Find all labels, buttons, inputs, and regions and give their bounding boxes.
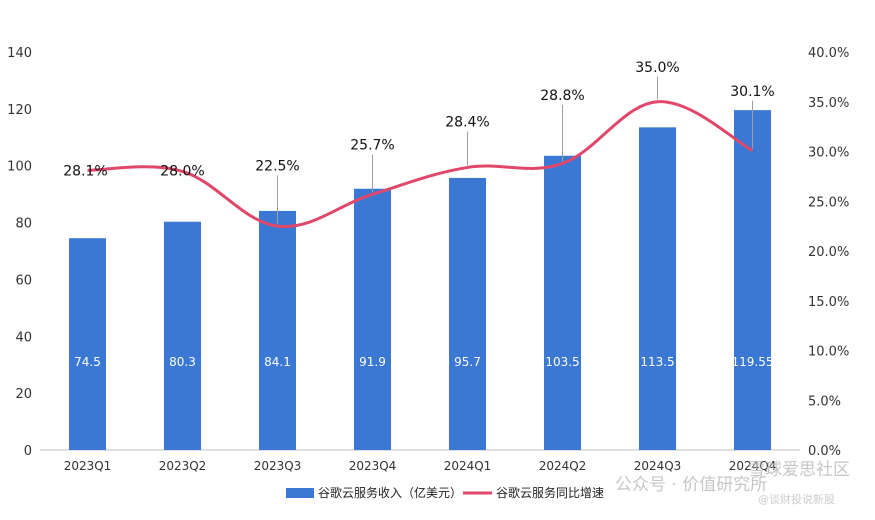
left-tick-label: 80 — [15, 217, 32, 232]
right-tick-label: 40.0% — [808, 46, 849, 61]
left-tick-label: 40 — [15, 330, 32, 345]
growth-value-label: 28.0% — [160, 163, 204, 179]
right-tick-label: 20.0% — [808, 245, 849, 260]
left-tick-label: 120 — [7, 103, 32, 118]
growth-value-label: 35.0% — [635, 60, 679, 76]
right-tick-label: 0.0% — [808, 444, 841, 459]
bar-value-labels: 74.5 80.3 84.1 91.9 95.7 103.5 113.5 119.55 — [74, 355, 773, 369]
growth-value-label: 28.1% — [63, 163, 107, 179]
bar — [354, 188, 391, 450]
bar-value-label: 91.9 — [359, 355, 386, 369]
right-tick-label: 10.0% — [808, 345, 849, 360]
label-leader-lines — [277, 76, 753, 225]
left-tick-label: 60 — [15, 273, 32, 288]
x-category-label: 2024Q2 — [539, 459, 587, 473]
x-category-label: 2024Q3 — [634, 459, 682, 473]
bar — [639, 127, 676, 450]
bar — [734, 110, 771, 451]
legend-bar-label: 谷歌云服务收入（亿美元） — [318, 485, 462, 500]
bar — [69, 238, 106, 450]
legend: 谷歌云服务收入（亿美元） 谷歌云服务同比增速 — [286, 485, 604, 500]
growth-value-label: 25.7% — [350, 138, 394, 154]
right-axis-ticks: 0.0% 5.0% 10.0% 15.0% 20.0% 25.0% 30.0% 35.0% 40… — [808, 46, 849, 459]
bar — [544, 155, 581, 450]
x-category-label: 2023Q1 — [64, 459, 112, 473]
right-tick-label: 25.0% — [808, 195, 849, 210]
bar-series — [69, 110, 771, 451]
x-category-label: 2023Q3 — [254, 459, 302, 473]
bar — [259, 210, 296, 450]
growth-value-label: 28.8% — [540, 88, 584, 104]
left-tick-label: 20 — [15, 387, 32, 402]
x-axis-categories: 2023Q1 2023Q2 2023Q3 2023Q4 2024Q1 2024Q2 2024… — [64, 459, 777, 473]
growth-value-label: 30.1% — [730, 84, 774, 100]
watermark-line-2: @谈财投说新股 — [758, 492, 835, 506]
right-tick-label: 15.0% — [808, 295, 849, 310]
growth-line — [87, 100, 754, 229]
growth-value-label: 22.5% — [255, 158, 299, 174]
bar-value-label: 119.55 — [732, 355, 774, 369]
bar-value-label: 113.5 — [640, 355, 674, 369]
bar-value-label: 74.5 — [74, 355, 101, 369]
right-tick-label: 5.0% — [808, 394, 841, 409]
bar-value-label: 103.5 — [545, 355, 579, 369]
bar — [449, 177, 486, 450]
left-axis-ticks: 0 20 40 60 80 100 120 140 — [7, 46, 32, 459]
x-category-label: 2023Q2 — [159, 459, 207, 473]
bar — [164, 221, 201, 450]
watermark-line-1: 公众号 · 价值研究所 — [615, 475, 767, 495]
growth-value-label: 28.4% — [445, 115, 489, 131]
watermark: 公众号 · 价值研究所 @谈财投说新股 雪球爱思社区 — [615, 460, 850, 506]
x-category-label: 2024Q4 — [729, 459, 777, 473]
left-tick-label: 0 — [24, 444, 32, 459]
left-tick-label: 140 — [7, 46, 32, 61]
left-tick-label: 100 — [7, 160, 32, 175]
x-category-label: 2024Q1 — [444, 459, 492, 473]
growth-value-labels: 28.1% 28.0% 22.5% 25.7% 28.4% 28.8% 35.0% 30.1% — [63, 60, 774, 179]
x-category-label: 2023Q4 — [349, 459, 397, 473]
legend-bar-swatch — [286, 488, 314, 498]
right-tick-label: 30.0% — [808, 146, 849, 161]
bar-value-label: 95.7 — [454, 355, 481, 369]
right-tick-label: 35.0% — [808, 96, 849, 111]
legend-line-label: 谷歌云服务同比增速 — [496, 485, 604, 500]
bar-value-label: 84.1 — [264, 355, 291, 369]
watermark-line-3: 雪球爱思社区 — [748, 460, 850, 480]
bar-value-label: 80.3 — [169, 355, 196, 369]
